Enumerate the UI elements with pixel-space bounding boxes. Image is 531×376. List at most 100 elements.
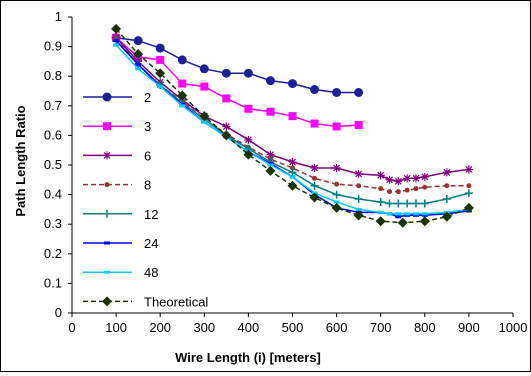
legend-entry: 2 [83, 90, 151, 105]
series-line [115, 28, 470, 224]
data-point [395, 189, 401, 195]
legend-entry: 3 [83, 119, 151, 134]
legend-label: 48 [144, 265, 158, 280]
data-point [309, 192, 320, 203]
data-point [310, 119, 319, 128]
legend-label: 6 [144, 148, 151, 163]
data-point [222, 122, 231, 131]
data-point [135, 67, 142, 71]
data-point [156, 55, 165, 64]
data-point [332, 163, 341, 172]
data-point [420, 172, 429, 181]
legend-marker [103, 151, 111, 160]
x-tick-label: 0 [68, 320, 75, 335]
data-point [463, 202, 474, 213]
legend-marker [102, 92, 112, 102]
data-point [155, 68, 166, 79]
legend-label: Theoretical [144, 294, 208, 309]
data-point [310, 181, 319, 190]
x-tick-label: 700 [370, 320, 392, 335]
data-point [397, 217, 408, 228]
data-point [310, 85, 320, 95]
legend-marker [104, 182, 110, 188]
x-tick-label: 1000 [499, 320, 528, 335]
data-point [133, 36, 143, 46]
data-point [332, 190, 341, 199]
legend-entry: 48 [83, 265, 158, 280]
x-tick-label: 900 [458, 320, 480, 335]
legend-label: 3 [144, 119, 151, 134]
y-tick-label: 0.5 [44, 157, 62, 172]
data-point [354, 195, 363, 204]
data-point [376, 171, 385, 180]
series-theoretical [111, 23, 474, 228]
data-point [265, 76, 275, 86]
data-point [221, 68, 231, 78]
data-point [155, 43, 165, 53]
data-point [404, 212, 411, 216]
data-point [113, 39, 120, 43]
data-point [289, 175, 296, 179]
data-point [333, 200, 340, 204]
data-point [442, 168, 451, 177]
data-point [244, 104, 253, 113]
data-point [420, 199, 429, 208]
data-point [312, 175, 318, 181]
data-point [177, 90, 188, 101]
data-point [404, 187, 410, 193]
legend-label: 2 [144, 90, 151, 105]
data-point [419, 216, 430, 227]
data-point [441, 211, 452, 222]
data-point [331, 202, 342, 213]
data-point [334, 181, 340, 187]
data-point [413, 186, 419, 192]
data-point [412, 212, 419, 216]
x-tick-label: 600 [326, 320, 348, 335]
data-point [113, 43, 120, 47]
data-point [310, 163, 319, 172]
data-point [177, 55, 187, 65]
x-tick-label: 300 [193, 320, 215, 335]
data-point [199, 111, 210, 122]
legend-entry: 24 [83, 236, 158, 251]
y-tick-label: 0.8 [44, 68, 62, 83]
data-point [332, 122, 341, 131]
data-point [200, 82, 209, 91]
data-point [354, 121, 363, 130]
data-point [403, 174, 412, 183]
data-point [377, 210, 384, 214]
series-line [115, 37, 359, 128]
y-tick-label: 0 [55, 305, 62, 320]
data-point [356, 183, 362, 189]
data-point [222, 94, 231, 103]
data-point [221, 130, 232, 141]
data-point [395, 212, 402, 216]
legend-label: 24 [144, 236, 158, 251]
data-point [201, 120, 208, 124]
data-point [376, 198, 385, 206]
data-point [199, 64, 209, 74]
series-3 [112, 33, 363, 131]
data-point [266, 150, 275, 159]
data-point [244, 135, 253, 144]
data-point [403, 199, 412, 208]
data-point [386, 212, 393, 216]
legend-marker [102, 296, 112, 307]
data-point [464, 165, 473, 174]
y-tick-label: 0.4 [44, 187, 62, 202]
data-point [266, 107, 275, 116]
data-point [243, 68, 253, 78]
data-point [243, 149, 254, 160]
legend-marker [104, 241, 110, 245]
y-tick-label: 0.7 [44, 98, 62, 113]
x-tick-label: 800 [414, 320, 436, 335]
data-point [466, 183, 472, 189]
x-tick-label: 200 [149, 320, 171, 335]
legend-marker [104, 270, 110, 274]
data-point [394, 177, 403, 186]
data-point [288, 168, 297, 177]
data-point [265, 165, 276, 176]
data-point [354, 87, 364, 97]
